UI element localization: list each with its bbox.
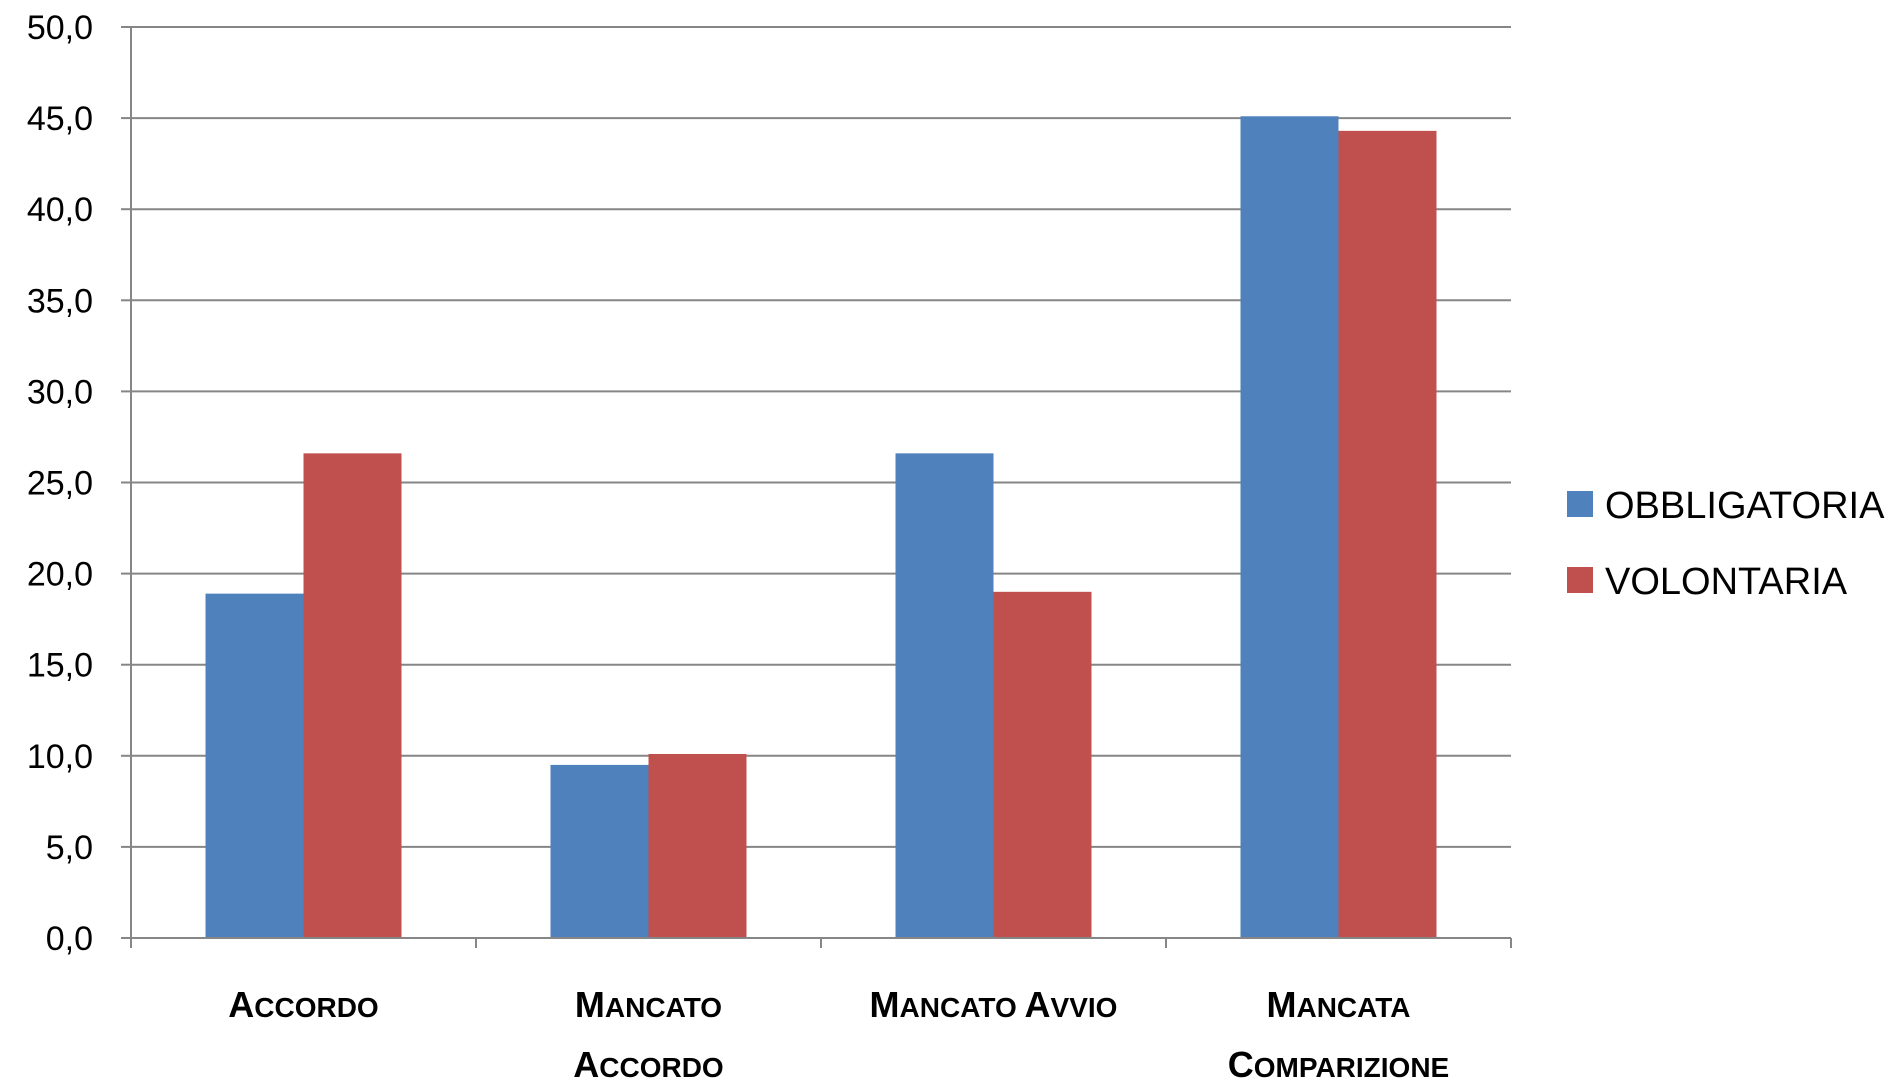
y-axis-tick-labels: 0,0 5,0 10,0 15,0 20,0 25,0 30,0 35,0 40,0 45,0 50… <box>27 9 93 958</box>
bar-volontaria-3 <box>993 591 1092 938</box>
category-label: MANCATO <box>575 984 722 1025</box>
axes <box>121 26 1512 948</box>
legend-label: OBBLIGATORIA <box>1605 485 1885 527</box>
legend-swatch <box>1567 491 1593 517</box>
category-labels: ACCORDO MANCATO ACCORDO MANCATO AVVIO MANCAT… <box>228 984 1449 1078</box>
y-tick-label: 30,0 <box>27 373 93 411</box>
category-label: COMPARIZIONE <box>1228 1044 1449 1078</box>
legend: OBBLIGATORIA VOLONTARIA <box>1567 485 1885 603</box>
y-tick-label: 50,0 <box>27 9 93 47</box>
y-tick-label: 5,0 <box>46 829 93 867</box>
y-tick-label: 0,0 <box>46 920 93 958</box>
bar-obbligatoria-4 <box>1240 116 1339 938</box>
y-tick-label: 35,0 <box>27 282 93 320</box>
category-label: MANCATA <box>1266 984 1410 1025</box>
bar-volontaria-2 <box>648 753 747 938</box>
category-label: ACCORDO <box>573 1044 723 1078</box>
y-tick-label: 15,0 <box>27 647 93 685</box>
category-label: MANCATO AVVIO <box>870 984 1118 1025</box>
bars <box>205 116 1437 938</box>
y-tick-label: 20,0 <box>27 556 93 594</box>
bar-obbligatoria-1 <box>205 593 304 938</box>
bar-obbligatoria-3 <box>895 453 994 938</box>
legend-label: VOLONTARIA <box>1605 561 1848 603</box>
y-tick-label: 45,0 <box>27 100 93 138</box>
bar-volontaria-4 <box>1338 130 1437 938</box>
y-tick-label: 25,0 <box>27 465 93 503</box>
bar-volontaria-1 <box>303 453 402 938</box>
bar-obbligatoria-2 <box>550 764 649 938</box>
legend-swatch <box>1567 567 1593 593</box>
category-label: ACCORDO <box>228 984 378 1025</box>
y-tick-label: 40,0 <box>27 191 93 229</box>
y-tick-label: 10,0 <box>27 738 93 776</box>
